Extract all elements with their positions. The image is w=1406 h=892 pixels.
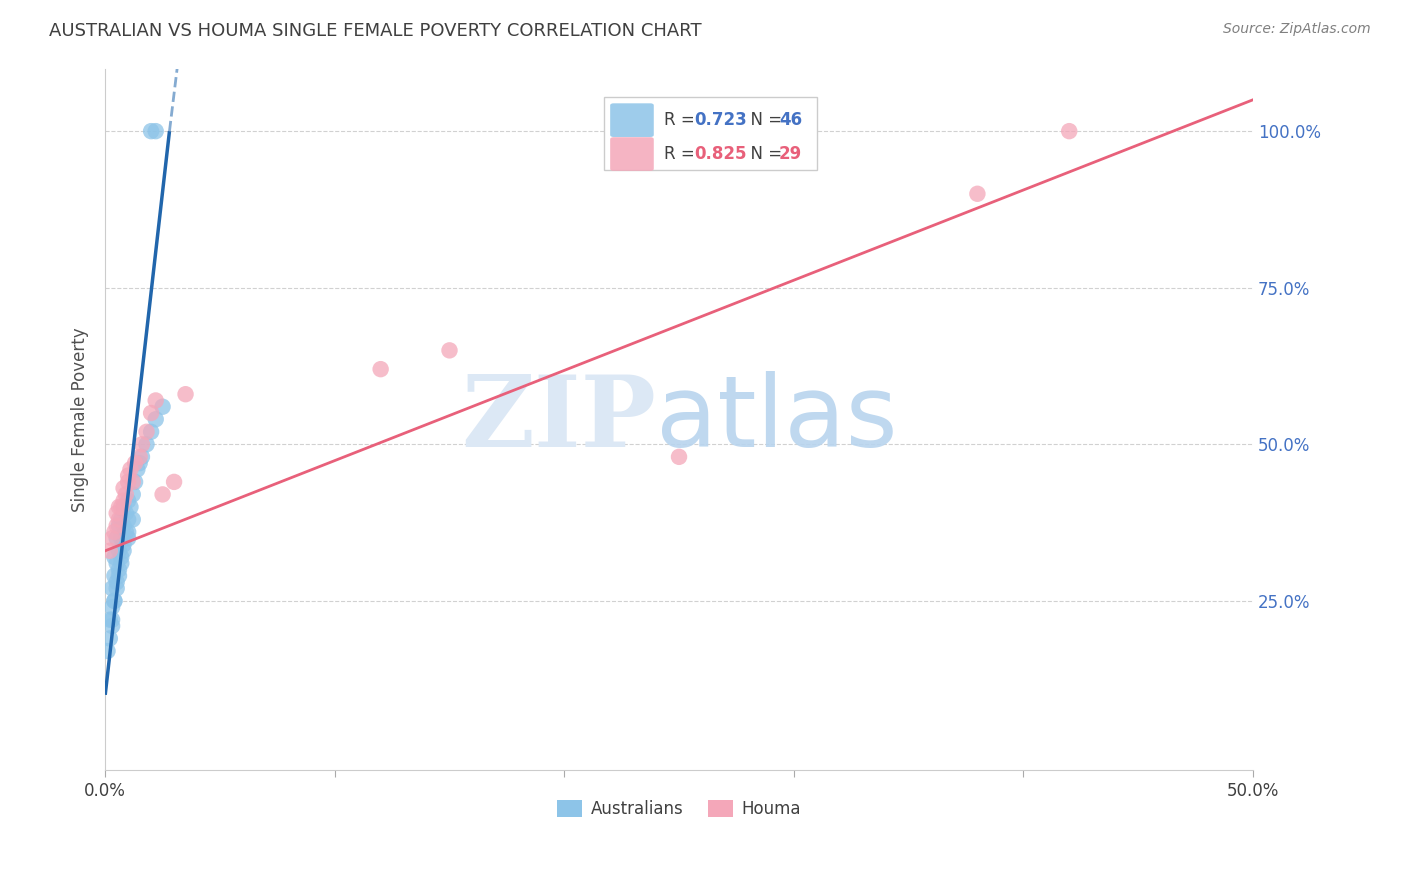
Text: atlas: atlas [657, 371, 897, 467]
Point [139, 124, 162, 138]
Point [103, 524, 125, 539]
Point [98, 632, 121, 646]
Point [124, 475, 146, 489]
Point [145, 124, 167, 138]
FancyBboxPatch shape [605, 96, 817, 170]
Point [105, 518, 128, 533]
Point [112, 481, 135, 495]
Y-axis label: Single Female Poverty: Single Female Poverty [72, 327, 89, 512]
Text: 0.723: 0.723 [695, 112, 747, 129]
Point [105, 582, 128, 596]
Point [152, 400, 174, 414]
Point [966, 186, 988, 201]
Point [121, 512, 143, 526]
Point [117, 475, 139, 489]
Point [101, 582, 124, 596]
Text: R =: R = [664, 145, 700, 163]
Point [139, 425, 162, 439]
Point [112, 537, 135, 551]
Point [117, 468, 139, 483]
Point [98, 543, 121, 558]
Point [117, 524, 139, 539]
Point [120, 462, 142, 476]
Point [112, 493, 135, 508]
Point [101, 619, 124, 633]
Point [127, 462, 149, 476]
Point [96, 644, 118, 658]
Point [117, 531, 139, 545]
Point [115, 487, 138, 501]
Point [128, 456, 150, 470]
Point [108, 512, 131, 526]
Point [108, 563, 131, 577]
Point [101, 600, 124, 615]
Point [112, 500, 135, 514]
Point [105, 531, 128, 545]
Point [131, 450, 153, 464]
Point [370, 362, 392, 376]
Point [115, 524, 138, 539]
Point [121, 475, 143, 489]
Point [103, 594, 125, 608]
Legend: Australians, Houma: Australians, Houma [550, 793, 807, 825]
Text: 46: 46 [779, 112, 801, 129]
Point [112, 518, 135, 533]
Point [110, 512, 132, 526]
Point [110, 549, 132, 564]
Point [110, 500, 132, 514]
Text: N =: N = [740, 145, 787, 163]
Point [103, 569, 125, 583]
FancyBboxPatch shape [610, 103, 654, 137]
Point [152, 487, 174, 501]
Point [103, 549, 125, 564]
Text: Source: ZipAtlas.com: Source: ZipAtlas.com [1223, 22, 1371, 37]
Point [121, 487, 143, 501]
FancyBboxPatch shape [610, 137, 654, 171]
Point [135, 437, 157, 451]
Point [117, 512, 139, 526]
Point [139, 406, 162, 420]
Point [120, 500, 142, 514]
Text: R =: R = [664, 112, 700, 129]
Point [108, 500, 131, 514]
Point [1057, 124, 1080, 138]
Text: 29: 29 [779, 145, 801, 163]
Point [105, 506, 128, 520]
Text: ZIP: ZIP [461, 371, 657, 467]
Point [128, 450, 150, 464]
Point [668, 450, 690, 464]
Point [105, 557, 128, 571]
Point [101, 531, 124, 545]
Point [105, 575, 128, 590]
Point [103, 594, 125, 608]
Point [108, 518, 131, 533]
Text: 0.825: 0.825 [695, 145, 747, 163]
Point [108, 569, 131, 583]
Point [131, 437, 153, 451]
Point [98, 613, 121, 627]
Point [145, 393, 167, 408]
Point [124, 456, 146, 470]
Point [117, 493, 139, 508]
Text: AUSTRALIAN VS HOUMA SINGLE FEMALE POVERTY CORRELATION CHART: AUSTRALIAN VS HOUMA SINGLE FEMALE POVERT… [49, 22, 702, 40]
Point [110, 557, 132, 571]
Point [145, 412, 167, 426]
Point [110, 531, 132, 545]
Point [439, 343, 461, 358]
Point [112, 543, 135, 558]
Point [101, 613, 124, 627]
Point [174, 387, 197, 401]
Point [135, 425, 157, 439]
Text: N =: N = [740, 112, 787, 129]
Point [163, 475, 186, 489]
Point [108, 543, 131, 558]
Point [115, 506, 138, 520]
